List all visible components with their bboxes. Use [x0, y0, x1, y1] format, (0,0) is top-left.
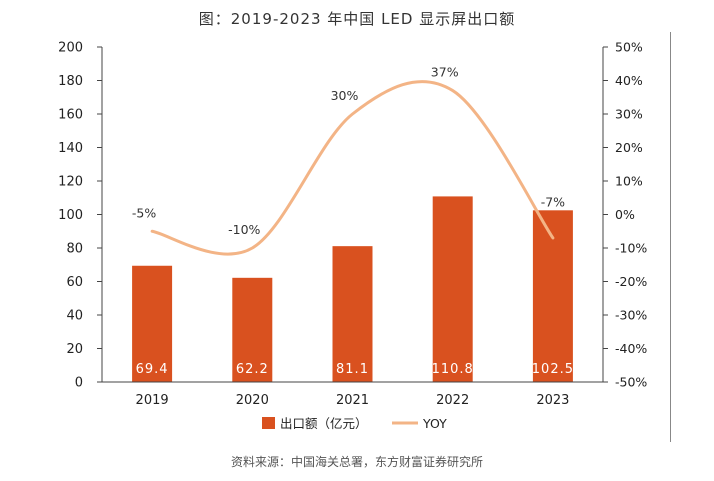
x-tick-label: 2020 [236, 393, 269, 408]
y-right-tick-label: -10% [615, 241, 647, 256]
y-right-tick-label: 10% [615, 174, 643, 189]
bar [132, 265, 173, 382]
bar [332, 246, 373, 382]
legend-line-label: YOY [422, 416, 447, 431]
y-left-tick-label: 140 [58, 141, 83, 156]
legend-bar-swatch [262, 417, 275, 429]
y-right-tick-label: -30% [615, 308, 647, 323]
y-right-tick-label: -20% [615, 274, 647, 289]
y-left-tick-label: 100 [58, 208, 83, 223]
chart-title: 图：2019-2023 年中国 LED 显示屏出口额 [198, 10, 516, 28]
yoy-value-label: -5% [132, 205, 156, 220]
y-left-tick-label: 180 [58, 74, 83, 89]
bar [232, 277, 273, 382]
y-left-tick-label: 120 [58, 175, 83, 190]
y-right-tick-label: 20% [615, 140, 643, 155]
bar-value-label: 62.2 [236, 362, 269, 377]
legend-bar-label: 出口额（亿元） [280, 416, 368, 431]
y-right-tick-label: 50% [615, 40, 643, 55]
yoy-value-label: -7% [541, 194, 565, 209]
y-left-tick-label: 40 [66, 309, 83, 324]
yoy-value-label: 37% [431, 65, 459, 80]
yoy-value-label: 30% [331, 88, 359, 103]
y-right-tick-label: 30% [615, 107, 643, 122]
x-tick-label: 2023 [536, 393, 569, 408]
bar-value-label: 81.1 [336, 362, 369, 377]
y-right-tick-label: 0% [615, 207, 635, 222]
x-tick-label: 2021 [336, 393, 369, 408]
right-border-line [670, 32, 671, 442]
y-right-tick-label: -40% [615, 341, 647, 356]
bar-value-label: 110.8 [432, 362, 474, 377]
y-left-tick-label: 20 [66, 342, 83, 357]
x-tick-label: 2019 [136, 393, 169, 408]
y-left-tick-label: 80 [66, 242, 83, 257]
bar-value-label: 102.5 [532, 362, 574, 377]
yoy-value-label: -10% [228, 222, 260, 237]
y-left-tick-label: 200 [58, 41, 83, 56]
y-left-tick-label: 60 [66, 275, 83, 290]
bar-value-label: 69.4 [136, 362, 169, 377]
x-tick-label: 2022 [436, 393, 469, 408]
y-right-tick-label: 40% [615, 73, 643, 88]
bar [432, 196, 473, 382]
source-note: 资料来源：中国海关总署，东方财富证券研究所 [230, 455, 483, 469]
yoy-line [150, 80, 555, 256]
y-left-tick-label: 160 [58, 108, 83, 123]
y-right-tick-label: -50% [615, 375, 647, 390]
y-left-tick-label: 0 [75, 376, 83, 391]
